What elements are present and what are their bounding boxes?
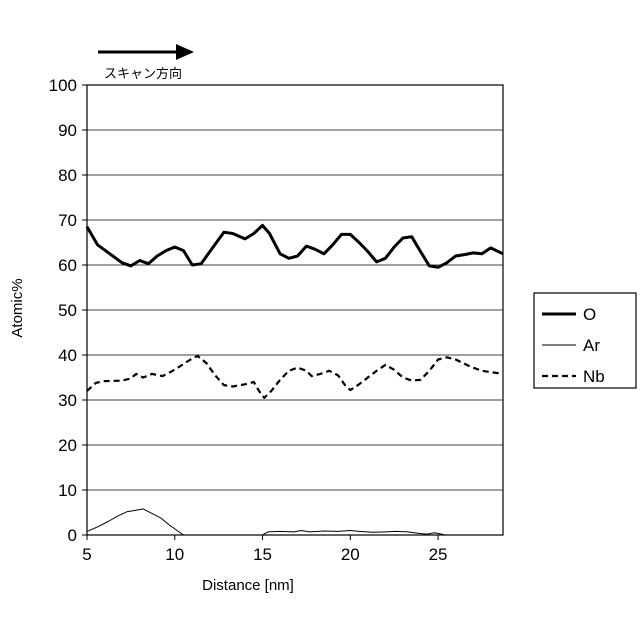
y-axis-ticks: 0 10 20 30 40 50 60 70 80 90 100 <box>49 76 87 545</box>
x-tick-label: 5 <box>82 545 91 564</box>
y-tick-label: 80 <box>58 166 77 185</box>
x-tick-label: 15 <box>253 545 272 564</box>
legend: O Ar Nb <box>534 293 636 388</box>
legend-label-nb: Nb <box>583 367 605 386</box>
y-tick-label: 40 <box>58 346 77 365</box>
y-tick-label: 50 <box>58 301 77 320</box>
legend-label-o: O <box>583 305 596 324</box>
series-line-nb <box>87 356 503 398</box>
y-tick-label: 70 <box>58 211 77 230</box>
grid-lines <box>87 130 503 490</box>
y-tick-label: 10 <box>58 481 77 500</box>
y-tick-label: 90 <box>58 121 77 140</box>
scan-direction-arrowhead-icon <box>176 44 194 60</box>
scan-direction-label: スキャン方向 <box>104 66 182 82</box>
y-tick-label: 30 <box>58 391 77 410</box>
legend-label-ar: Ar <box>583 336 600 355</box>
x-axis-ticks: 5 10 15 20 25 <box>82 535 447 564</box>
x-axis-label: Distance [nm] <box>202 577 294 594</box>
x-tick-label: 25 <box>429 545 448 564</box>
y-tick-label: 0 <box>68 526 77 545</box>
y-tick-label: 60 <box>58 256 77 275</box>
y-tick-label: 20 <box>58 436 77 455</box>
y-axis-label: Atomic% <box>9 278 26 337</box>
series-line-o <box>87 225 503 267</box>
x-tick-label: 20 <box>341 545 360 564</box>
series-line-ar <box>87 509 445 535</box>
scan-direction-annotation: スキャン方向 <box>98 44 194 82</box>
series-lines <box>87 225 503 535</box>
y-tick-label: 100 <box>49 76 77 95</box>
x-tick-label: 10 <box>165 545 184 564</box>
